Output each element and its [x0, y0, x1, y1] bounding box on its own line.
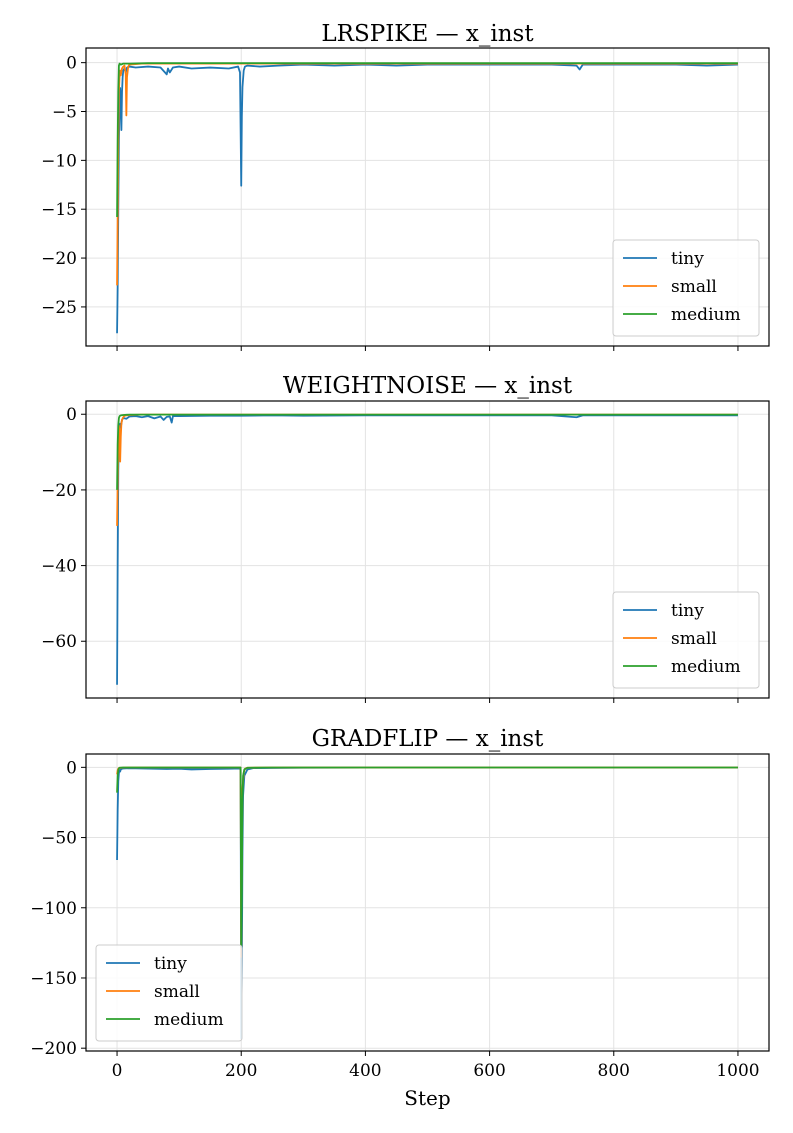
y-tick-label: −20 [41, 249, 77, 269]
y-tick-label: −5 [52, 103, 77, 123]
x-axis-ticks [116, 698, 739, 703]
y-tick-label: −100 [30, 899, 77, 919]
y-tick-label: 0 [66, 405, 77, 425]
legend-label-medium: medium [671, 305, 741, 325]
series-line-medium [116, 62, 738, 218]
legend-label-medium: medium [671, 657, 741, 677]
x-tick-label: 400 [349, 1061, 381, 1081]
x-tick-label: 0 [112, 1061, 123, 1081]
axes-frame [85, 400, 770, 699]
y-tick-label: −50 [41, 829, 77, 849]
axes-frame [85, 47, 770, 347]
legend-label-small: small [671, 629, 717, 649]
legend-label-tiny: tiny [671, 601, 704, 621]
x-tick-label: 1000 [716, 1061, 759, 1081]
x-axis-ticks: 0 200 400 600 800 1000 [112, 1051, 760, 1081]
x-tick-label: 200 [225, 1061, 257, 1081]
plot-area [116, 766, 738, 1040]
y-tick-label: −10 [41, 151, 77, 171]
plot-area [116, 62, 738, 334]
plot-area [116, 413, 738, 685]
y-tick-label: −200 [30, 1039, 77, 1059]
y-tick-label: −60 [41, 632, 77, 652]
series-line-small [116, 766, 738, 958]
y-axis-ticks: 0 −50 −100 −150 −200 [30, 758, 86, 1059]
grid [86, 48, 769, 346]
legend-label-medium: medium [154, 1010, 224, 1030]
y-tick-label: 0 [66, 54, 77, 74]
series-line-medium [116, 766, 738, 948]
legend-label-tiny: tiny [671, 249, 704, 269]
series-line-medium [116, 413, 738, 490]
y-tick-label: −15 [41, 200, 77, 220]
legend: tiny small medium [612, 239, 760, 337]
chart-panel-lrspike: LRSPIKE — x_inst 0 −5 −10 −15 −20 −25 tiny sm… [41, 21, 770, 351]
chart-panel-gradflip: GRADFLIP — x_inst 0 −50 −100 −150 −200 0 200 4… [30, 726, 770, 1081]
legend-label-small: small [154, 982, 200, 1002]
legend-box [612, 239, 760, 337]
chart-panel-weightnoise: WEIGHTNOISE — x_inst 0 −20 −40 −60 tiny sma… [41, 373, 770, 703]
legend-box [95, 944, 243, 1042]
y-tick-label: −40 [41, 557, 77, 577]
x-tick-label: 800 [598, 1061, 630, 1081]
series-line-small [116, 413, 738, 526]
y-tick-label: 0 [66, 758, 77, 778]
series-line-tiny [116, 63, 738, 334]
x-axis-label: Step [404, 1086, 450, 1110]
axes-frame [85, 753, 770, 1052]
legend: tiny small medium [95, 944, 243, 1042]
y-axis-ticks: 0 −5 −10 −15 −20 −25 [41, 54, 86, 318]
y-axis-ticks: 0 −20 −40 −60 [41, 405, 86, 652]
y-tick-label: −20 [41, 481, 77, 501]
chart-title: LRSPIKE — x_inst [321, 21, 534, 47]
chart-title: GRADFLIP — x_inst [312, 726, 545, 752]
legend: tiny small medium [612, 591, 760, 689]
legend-label-small: small [671, 277, 717, 297]
legend-box [612, 591, 760, 689]
x-axis-ticks [116, 346, 739, 351]
legend-label-tiny: tiny [154, 954, 187, 974]
chart-title: WEIGHTNOISE — x_inst [283, 373, 573, 399]
x-tick-label: 600 [473, 1061, 505, 1081]
y-tick-label: −150 [30, 969, 77, 989]
y-tick-label: −25 [41, 298, 77, 318]
